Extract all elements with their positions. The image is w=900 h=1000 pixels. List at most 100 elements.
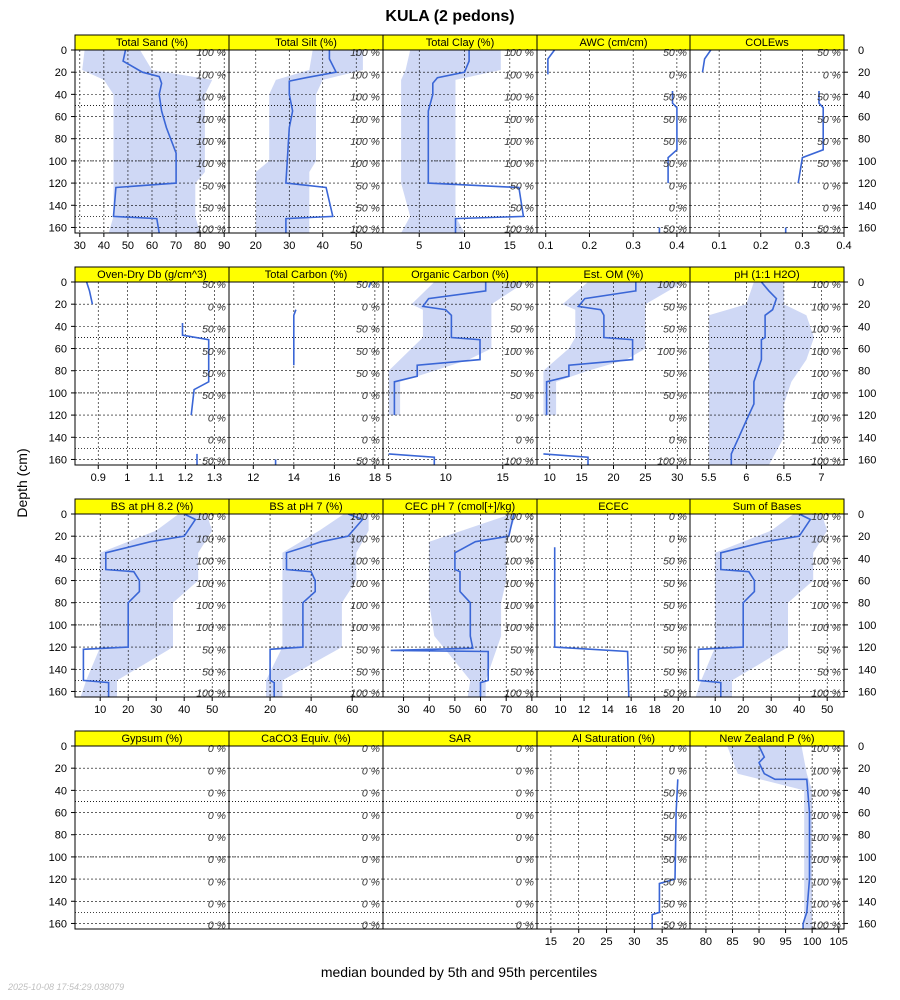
y-tick-label: 60 [55,112,67,124]
pct-label: 0 % [362,434,380,446]
pct-label: 0 % [362,876,380,888]
y-tick-label: 40 [858,89,870,101]
y-tick-label: 140 [49,664,67,676]
x-tick-label: 14 [601,704,613,716]
x-tick-label: 18 [649,704,661,716]
pct-label: 50 % [663,114,687,126]
y-tick-label: 100 [49,852,67,864]
pct-label: 0 % [669,434,687,446]
x-tick-label: 16 [625,704,637,716]
x-tick-label: 80 [194,240,206,252]
pct-label: 100 % [504,158,534,170]
pct-label: 50 % [817,136,841,148]
median-line [269,514,364,697]
pct-label: 0 % [823,69,841,81]
pct-label: 100 % [350,136,380,148]
pct-label: 0 % [208,876,226,888]
pct-label: 0 % [362,898,380,910]
x-tick-label: 0.4 [669,240,684,252]
panel-title: BS at pH 7 (%) [269,501,342,513]
percentile-band [695,514,828,697]
x-tick-label: 10 [440,472,452,484]
median-line [390,514,515,697]
pct-label: 0 % [208,920,226,932]
pct-label: 100 % [504,622,534,634]
pct-label: 0 % [208,765,226,777]
pct-label: 100 % [196,511,226,523]
pct-label: 0 % [669,743,687,755]
y-tick-label: 120 [858,178,876,190]
pct-label: 50 % [663,556,687,568]
pct-label: 0 % [669,412,687,424]
y-tick-label: 80 [858,830,870,842]
percentile-band [266,514,369,697]
y-tick-label: 40 [858,553,870,565]
pct-label: 0 % [516,765,534,777]
y-tick-label: 140 [49,432,67,444]
median-line [545,282,637,416]
pct-label: 100 % [350,69,380,81]
y-tick-label: 80 [858,366,870,378]
pct-label: 0 % [516,412,534,424]
pct-label: 50 % [663,810,687,822]
y-tick-label: 40 [55,553,67,565]
pct-label: 100 % [811,688,841,700]
y-tick-label: 140 [858,664,876,676]
x-tick-label: 0.1 [711,240,726,252]
x-tick-label: 35 [656,936,668,948]
median-line [697,514,812,697]
pct-label: 100 % [196,556,226,568]
y-tick-label: 80 [858,598,870,610]
y-tick-label: 20 [858,67,870,79]
panel-title: Gypsum (%) [121,733,182,745]
pct-label: 50 % [663,644,687,656]
pct-label: 50 % [817,666,841,678]
pct-label: 100 % [811,368,841,380]
pct-label: 50 % [817,644,841,656]
panel-frame [689,745,845,930]
pct-label: 100 % [811,412,841,424]
x-tick-label: 30 [628,936,640,948]
y-tick-label: 20 [55,531,67,543]
pct-label: 0 % [208,810,226,822]
panel: pH (1:1 H2O) 100 % 100 % 100 % 100 % 100 % 100… [689,266,845,484]
y-tick-label: 120 [858,874,876,886]
pct-label: 100 % [811,743,841,755]
median-line [292,309,297,366]
median-line [181,323,210,416]
pct-label: 100 % [350,688,380,700]
y-tick-label: 160 [858,454,876,466]
x-tick-label: 14 [288,472,300,484]
pct-label: 0 % [823,180,841,192]
pct-label: 50 % [663,224,687,236]
pct-label: 50 % [510,390,534,402]
pct-label: 0 % [516,920,534,932]
pct-label: 50 % [356,644,380,656]
y-tick-label: 20 [858,299,870,311]
pct-label: 100 % [811,876,841,888]
y-tick-label: 60 [55,344,67,356]
pct-label: 100 % [811,556,841,568]
pct-label: 100 % [196,136,226,148]
pct-label: 50 % [663,920,687,932]
pct-label: 100 % [504,556,534,568]
y-tick-label: 80 [858,134,870,146]
y-tick-label: 140 [49,896,67,908]
pct-label: 0 % [362,920,380,932]
x-axis-note: median bounded by 5th and 95th percentil… [321,964,597,980]
x-tick-label: 0.3 [795,240,810,252]
panel: SAR 0 % 0 % 0 % 0 % 0 % 0 % 0 % 0 % 0 % [382,730,538,932]
panel-title: COLEws [745,37,789,49]
x-tick-label: 7 [818,472,824,484]
panel: Total Sand (%) 100 % 100 % 100 % 100 % 100 % 1… [74,34,230,252]
pct-label: 100 % [811,324,841,336]
x-tick-label: 80 [526,704,538,716]
pct-label: 50 % [817,224,841,236]
panel-title: Organic Carbon (%) [411,269,509,281]
pct-label: 50 % [202,644,226,656]
median-line [547,50,556,75]
x-tick-label: 60 [346,704,358,716]
pct-label: 100 % [504,600,534,612]
pct-label: 100 % [811,390,841,402]
pct-label: 100 % [504,69,534,81]
